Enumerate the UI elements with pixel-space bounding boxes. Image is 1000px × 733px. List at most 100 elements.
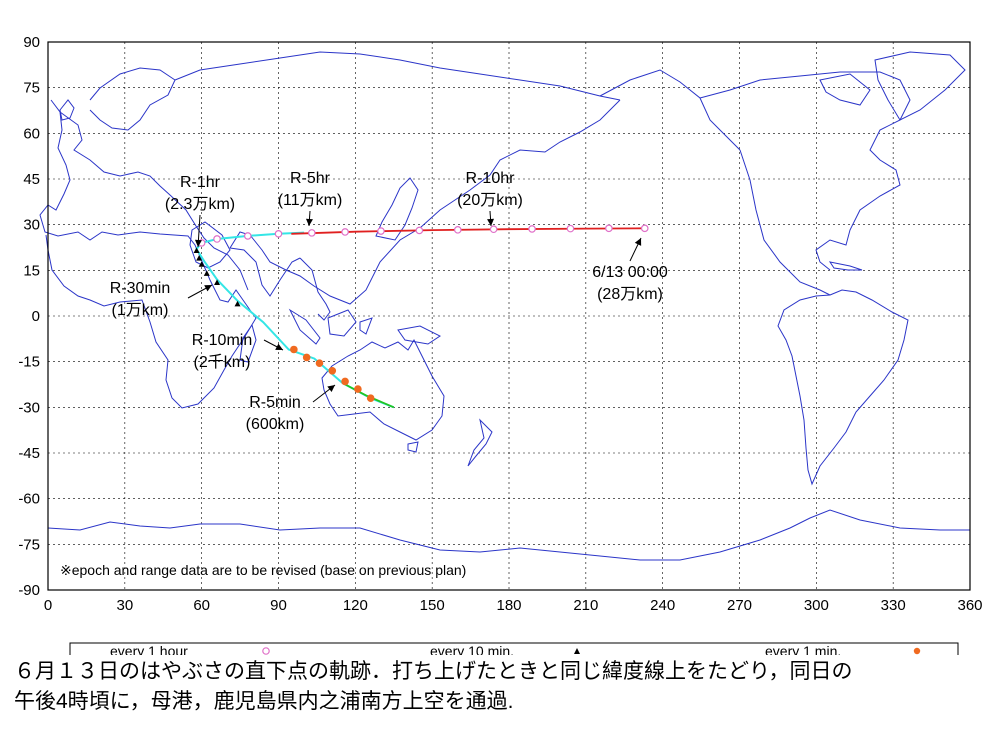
track-markers [193,224,649,403]
coast-namerica-west [739,149,831,296]
coastlines [39,51,970,561]
annotation-label: R-30min [110,280,170,297]
annotation-label: (2千km) [194,353,251,371]
hour-marker [528,225,536,233]
ground-track [195,227,645,409]
ten-min-marker [203,270,210,276]
y-tick-label: -15 [18,354,40,371]
annotation-arrow-head [204,285,212,292]
x-tick-label: 0 [44,597,52,614]
y-tick-label: -75 [18,536,40,553]
hour-marker [341,228,349,236]
coast-india [229,247,301,297]
y-tick-label: -45 [18,445,40,462]
x-tick-label: 300 [804,597,829,614]
x-tick-label: 180 [496,597,521,614]
x-tick-label: 330 [881,597,906,614]
revision-note: ※epoch and range data are to be revised … [60,562,466,578]
ten-min-marker [234,300,241,307]
coast-antarctica [47,509,970,561]
coast-alaska [599,69,741,151]
coast-tasmania [407,441,419,453]
coast-newguinea [397,325,441,345]
x-tick-label: 240 [650,597,675,614]
one-min-marker [341,377,349,386]
one-min-marker [354,385,362,393]
y-tick-label: 30 [23,217,40,234]
annotation-arrow-head [194,239,202,247]
coast-madagascar [239,323,257,363]
legend-label-1min: every 1 min. [765,643,841,655]
y-tick-label: -90 [18,582,40,599]
hour-marker [415,226,424,235]
hour-marker [605,224,613,233]
x-tick-label: 360 [957,597,982,614]
legend-label-hour: every 1 hour [110,643,188,655]
coast-borneo [327,309,357,337]
annotation-label: R-5hr [290,170,331,187]
y-tick-label: 75 [23,80,40,97]
y-tick-label: 45 [23,171,40,188]
annotation-label: R-5min [249,394,301,411]
hour-marker [274,230,283,238]
coast-australia [321,338,445,441]
legend: every 1 hour every 10 min. every 1 min. [69,642,959,655]
x-tick-label: 30 [116,597,133,614]
legend-label-10min: every 10 min. [430,643,514,655]
track-cyan-segment [195,231,395,409]
ten-min-marker [214,279,221,286]
x-tick-label: 60 [193,597,210,614]
x-tick-label: 90 [270,597,287,614]
hour-marker [566,224,575,233]
annotation-label: (11万km) [278,192,343,209]
annotations: R-1hr (2.3万km) R-5hr (11万km) R-10hr (20万km) 6/… [110,170,668,433]
legend-marker-hour [262,647,270,655]
y-tick-label: -30 [18,399,40,416]
one-min-marker [366,394,375,403]
x-tick-label: 210 [573,597,598,614]
annotation-label: R-10min [192,332,252,349]
annotation-label: (20万km) [457,192,523,209]
annotation-label: 6/13 00:00 [592,264,668,281]
coast-asia-north [174,51,621,101]
coast-baffin [819,73,871,106]
figure-caption: ６月１３日のはやぶさの直下点の軌跡．打ち上げたときと同じ緯度線上をたどり，同日の… [14,657,989,717]
one-min-marker [302,353,311,362]
ten-min-marker [193,247,200,254]
x-tick-label: 270 [727,597,752,614]
y-tick-label: 15 [23,262,40,279]
annotation-arrow-head [275,343,283,350]
one-min-marker [290,345,298,354]
hour-marker [453,226,462,234]
annotation-label: (28万km) [597,286,663,303]
annotation-label: R-10hr [466,170,516,187]
hour-marker [377,227,385,235]
annotation-label: (600km) [246,416,305,433]
annotation-label: (2.3万km) [165,196,235,213]
caption-line-1: ６月１３日のはやぶさの直下点の軌跡．打ち上げたときと同じ緯度線上をたどり，同日の [14,660,853,683]
coast-sumatra [288,308,321,345]
y-tick-label: 60 [23,125,40,142]
ten-min-marker [198,261,205,267]
track-green-segment [342,382,395,409]
coast-indochina [299,257,331,321]
caption-line-2: 午後4時頃に，母港，鹿児島県内之浦南方上空を通過. [14,690,514,713]
hour-marker [640,224,649,233]
legend-marker-10min [574,648,580,654]
coast-arabia [189,221,231,269]
coast-asia-east [229,99,621,305]
plot-frame [47,41,971,591]
y-tick-label: -60 [18,491,40,508]
legend-box [69,642,959,655]
annotation-label: (1万km) [112,302,169,319]
coast-europe [59,111,249,291]
x-tick-label: 150 [420,597,445,614]
annotation-arrow-head [305,218,313,226]
coast-sulawesi [359,317,373,335]
hour-marker [307,229,316,237]
annotation-arrow-head [487,218,495,226]
coast-scandinavia [89,67,176,131]
y-tick-label: 90 [23,34,40,51]
one-min-marker [315,359,324,367]
